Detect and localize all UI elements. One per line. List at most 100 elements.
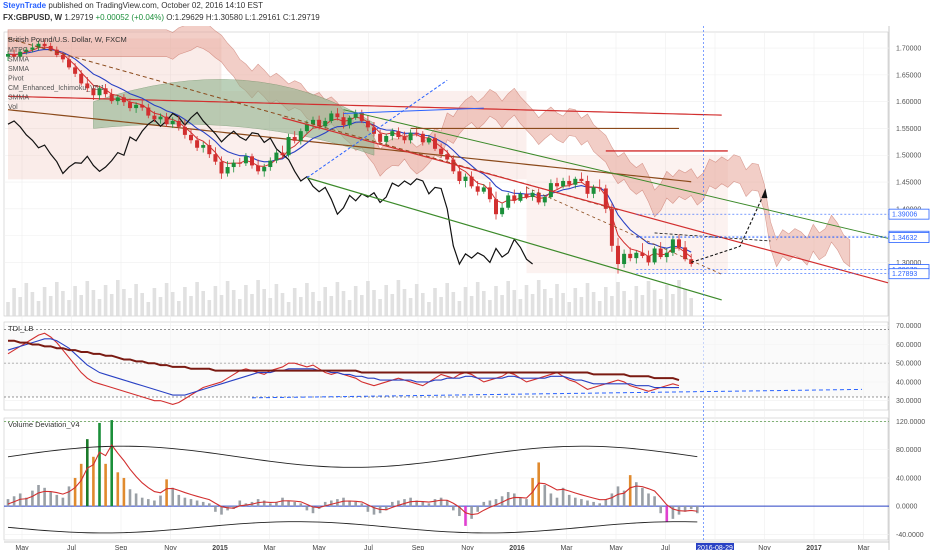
candle-body	[640, 252, 645, 256]
volume-tick-label: 40.0000	[896, 475, 921, 482]
volume-deviation-bar	[122, 477, 126, 507]
volume-deviation-bar	[360, 503, 364, 507]
volume-bar	[116, 280, 120, 316]
volume-bar	[378, 299, 382, 316]
candle-body	[548, 183, 553, 198]
volume-bar	[97, 299, 102, 316]
volume-bar	[671, 294, 675, 316]
symbol-bar: FX:GBPUSD, W 1.29719 +0.00052 (+0.04%) O…	[0, 12, 932, 23]
volume-deviation-bar	[214, 506, 217, 512]
volume-bar	[591, 292, 596, 316]
candle-body	[365, 120, 370, 128]
volume-bar	[677, 280, 681, 316]
volume-deviation-bar	[543, 484, 547, 507]
time-tick-label: Mar	[560, 545, 573, 550]
candle-body	[73, 67, 78, 74]
volume-deviation-bar	[171, 487, 174, 507]
volume-bar	[408, 298, 413, 316]
volume-bar	[305, 283, 309, 316]
price-tag-label: 1.39006	[892, 212, 917, 219]
volume-bar	[573, 288, 578, 316]
volume-bar	[463, 287, 468, 316]
volume-bar	[18, 297, 22, 316]
volume-bar	[158, 297, 163, 316]
tdi-band	[4, 329, 889, 397]
candle-body	[256, 165, 261, 172]
candle-body	[262, 167, 267, 172]
volume-deviation-bar	[354, 501, 357, 507]
volume-deviation-bar	[598, 503, 601, 507]
volume-deviation-bar	[31, 490, 34, 507]
candle-body	[250, 156, 254, 166]
volume-bar	[42, 287, 47, 316]
candle-body	[274, 152, 279, 161]
volume-deviation-pane	[3, 417, 889, 541]
mid-ma-line	[7, 109, 692, 183]
candle-body	[317, 119, 322, 127]
candle-body	[48, 45, 53, 50]
candle-body	[268, 160, 273, 168]
volume-bar	[439, 297, 443, 316]
candle-body	[335, 113, 340, 118]
volume-bar	[225, 281, 230, 316]
publish-info: published on TradingView.com, October 02…	[48, 1, 264, 10]
volume-tick-label: 120.0000	[896, 419, 925, 426]
time-tick-label: May	[15, 545, 29, 550]
candle-body	[616, 245, 620, 265]
volume-deviation-bar	[116, 472, 120, 507]
volume-deviation-bar	[452, 506, 455, 511]
volume-bar	[213, 286, 218, 316]
volume-deviation-bar	[208, 503, 211, 507]
publisher-name[interactable]: SteynTrade	[3, 1, 47, 10]
volume-deviation-bar	[519, 497, 522, 507]
chart-area[interactable]: 1.70000 1.65000 1.60000 1.55000 1.50000 1.450…	[0, 26, 932, 550]
candle-body	[469, 176, 474, 187]
volume-bar	[457, 301, 462, 316]
time-tick-label: 2016	[509, 545, 525, 550]
candle-body	[439, 148, 444, 155]
candle-body	[158, 116, 163, 120]
volume-deviation-bar	[665, 506, 669, 522]
time-tick-label: Jul	[661, 545, 670, 550]
candle-body	[530, 192, 535, 198]
volume-deviation-bar	[445, 500, 449, 507]
candle-body	[213, 154, 218, 162]
volume-bar	[201, 291, 205, 316]
volume-bar	[170, 292, 175, 316]
candle-body	[402, 137, 407, 141]
volume-bar	[329, 296, 334, 316]
volume-deviation-bar	[537, 462, 540, 507]
volume-deviation-bar	[43, 487, 46, 507]
volume-bar	[536, 280, 541, 316]
volume-bar	[67, 300, 71, 316]
volume-deviation-bar	[281, 497, 284, 507]
volume-bar	[189, 296, 193, 316]
candle-body	[243, 156, 248, 164]
candle-body	[573, 178, 578, 185]
candle-body	[280, 152, 285, 156]
price-tag-label: 1.34632	[892, 235, 917, 242]
lagging-span-line	[7, 111, 533, 266]
volume-bar	[79, 295, 83, 316]
deviation-lower-band	[7, 521, 698, 534]
volume-deviation-bar	[476, 506, 479, 512]
volume-deviation-bar	[653, 496, 656, 507]
volume-deviation-bar	[37, 484, 40, 507]
time-tick-label: Mar	[263, 545, 276, 550]
volume-bar	[555, 284, 559, 316]
symbol-name[interactable]: FX:GBPUSD, W	[3, 13, 63, 22]
candle-body	[518, 193, 523, 201]
candle-body	[97, 88, 102, 96]
volume-deviation-bar	[98, 422, 101, 507]
volume-deviation-bar	[275, 501, 278, 507]
candle-body	[85, 83, 90, 89]
volume-deviation-bar	[79, 463, 83, 507]
volume-bar	[543, 289, 547, 316]
volume-bar	[299, 297, 303, 316]
volume-bar	[128, 298, 132, 316]
volume-bar	[561, 293, 565, 316]
candle-body	[182, 126, 187, 135]
volume-deviation-bar	[482, 501, 486, 507]
volume-bar	[360, 295, 364, 316]
volume-deviation-bar	[397, 500, 400, 507]
